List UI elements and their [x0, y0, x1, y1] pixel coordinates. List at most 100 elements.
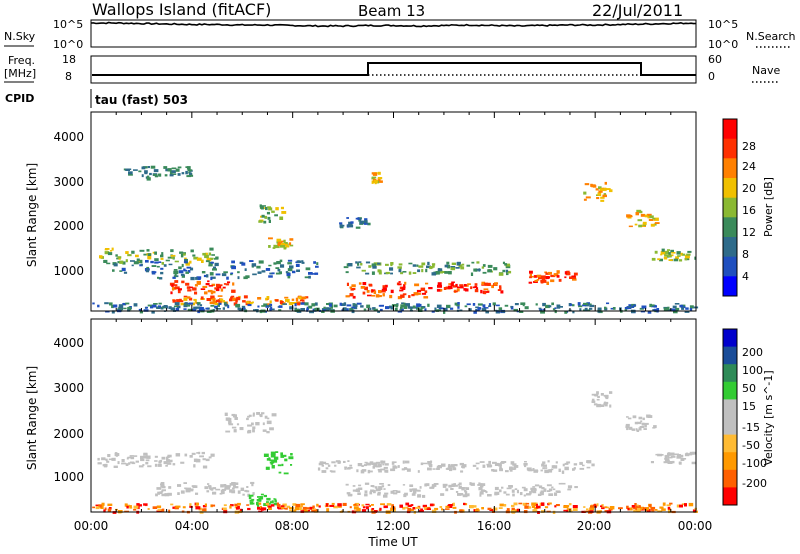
data-cell [378, 486, 382, 490]
data-cell [364, 218, 368, 222]
data-cell [610, 307, 614, 310]
data-cell [657, 510, 663, 512]
data-cell [271, 210, 275, 213]
data-cell [647, 216, 651, 219]
data-cell [498, 463, 502, 467]
data-cell [353, 304, 358, 307]
data-cell [181, 172, 185, 175]
data-cell [300, 505, 304, 507]
data-cell [448, 504, 453, 507]
power-cb-tick-4: 4 [742, 270, 749, 283]
data-cell [171, 284, 174, 287]
data-cell [158, 173, 162, 177]
data-cell [481, 266, 485, 269]
data-cell [271, 272, 275, 275]
data-cell [445, 508, 450, 510]
data-cell [131, 250, 135, 254]
data-cell [444, 264, 449, 268]
data-cell [223, 302, 227, 306]
data-cell [354, 503, 357, 506]
data-cell [144, 170, 148, 174]
data-cell [488, 303, 491, 306]
data-cell [181, 263, 184, 268]
data-cell [124, 503, 128, 507]
data-cell [222, 507, 227, 511]
data-cell [143, 453, 148, 456]
data-cell [398, 281, 401, 283]
data-cell [197, 304, 200, 306]
data-cell [531, 505, 536, 508]
data-cell [403, 302, 406, 306]
data-cell [222, 300, 225, 303]
data-cell [165, 168, 169, 172]
data-cell [456, 303, 460, 307]
data-cell [129, 461, 135, 464]
data-cell [554, 307, 557, 310]
data-cell [651, 257, 656, 261]
data-cell [247, 424, 252, 427]
data-cell [146, 249, 150, 252]
data-cell [189, 260, 192, 264]
data-cell [472, 286, 476, 289]
data-cell [315, 265, 319, 268]
data-cell [301, 260, 304, 262]
data-cell [326, 303, 330, 305]
data-cell [325, 503, 328, 507]
data-cell [232, 282, 235, 286]
data-cell [267, 417, 270, 420]
data-cell [685, 307, 689, 310]
data-cell [509, 467, 514, 470]
data-cell [185, 489, 191, 493]
data-cell [269, 308, 272, 312]
data-cell [566, 461, 571, 464]
data-cell [139, 310, 143, 314]
data-cell [361, 220, 365, 223]
data-cell [518, 502, 523, 505]
data-cell [330, 305, 333, 309]
data-cell [160, 484, 165, 487]
data-cell [242, 300, 246, 303]
data-cell [544, 469, 549, 474]
data-cell [416, 289, 422, 293]
data-cell [641, 305, 647, 309]
data-cell [459, 284, 464, 287]
data-cell [126, 505, 129, 509]
data-cell [539, 308, 543, 311]
data-cell [270, 308, 275, 311]
data-cell [214, 303, 220, 305]
data-cell [442, 483, 448, 487]
data-cell [414, 283, 420, 287]
data-cell [511, 504, 515, 508]
data-cell [385, 271, 390, 275]
data-cell [544, 506, 549, 509]
data-cell [209, 301, 215, 305]
data-cell [573, 467, 576, 470]
data-cell [393, 492, 398, 495]
data-cell [654, 509, 658, 511]
data-cell [468, 308, 472, 312]
data-cell [167, 455, 170, 458]
data-cell [556, 305, 561, 309]
data-cell [128, 171, 133, 175]
data-cell [564, 462, 569, 465]
data-cell [230, 504, 234, 507]
data-cell [314, 272, 319, 275]
data-cell [343, 302, 347, 306]
data-cell [173, 270, 179, 275]
data-cell [185, 271, 189, 274]
data-cell [451, 281, 455, 283]
data-cell [457, 305, 460, 309]
data-cell [464, 503, 468, 506]
data-cell [548, 502, 552, 505]
data-cell [391, 461, 395, 465]
data-cell [477, 484, 482, 486]
data-cell [147, 465, 152, 468]
data-cell [625, 423, 630, 427]
data-cell [526, 493, 531, 496]
data-cell [273, 244, 278, 248]
colorbar-block [723, 417, 737, 436]
data-cell [679, 304, 684, 308]
data-cell [104, 302, 109, 305]
data-cell [160, 267, 164, 270]
data-cell [329, 504, 335, 507]
